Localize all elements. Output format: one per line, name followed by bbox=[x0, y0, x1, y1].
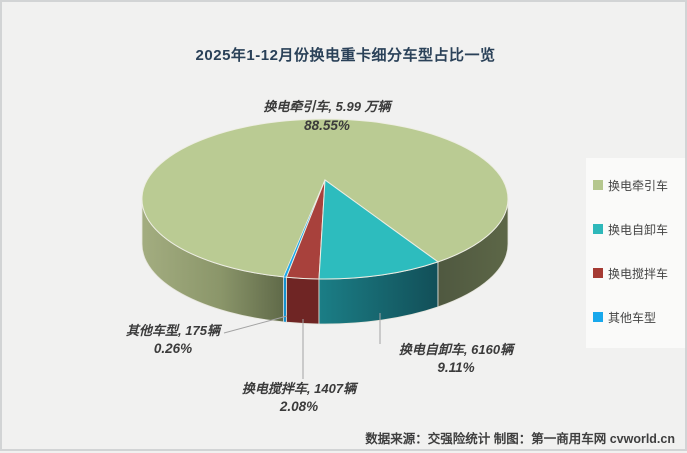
callout-dump-label: 换电自卸车, 6160辆 bbox=[398, 342, 514, 357]
legend-swatch-other bbox=[593, 312, 603, 322]
legend-swatch-tractor bbox=[593, 180, 603, 190]
callout-dump: 换电自卸车, 6160辆 9.11% bbox=[306, 341, 606, 377]
callout-dump-percent: 9.11% bbox=[437, 360, 475, 375]
callout-mixer: 换电搅拌车, 1407辆 2.08% bbox=[149, 380, 449, 416]
legend-swatch-dump bbox=[593, 224, 603, 234]
legend-item-other: 其他车型 bbox=[586, 295, 685, 339]
legend-label-other: 其他车型 bbox=[608, 310, 657, 325]
callout-tractor: 换电牵引车, 5.99 万辆 88.55% bbox=[127, 97, 527, 135]
legend-label-mixer: 换电搅拌车 bbox=[608, 266, 669, 281]
callout-tractor-percent: 88.55% bbox=[304, 118, 350, 133]
callout-tractor-label: 换电牵引车, 5.99 万辆 bbox=[263, 99, 391, 114]
callout-other-label: 其他车型, 175辆 bbox=[126, 323, 220, 338]
leader-line-other bbox=[223, 315, 288, 334]
callout-other: 其他车型, 175辆 0.26% bbox=[48, 322, 298, 358]
slice-side-mixer bbox=[286, 276, 320, 325]
legend-swatch-mixer bbox=[593, 268, 603, 278]
legend-item-dump: 换电自卸车 bbox=[586, 207, 685, 251]
legend-label-dump: 换电自卸车 bbox=[608, 222, 669, 237]
slice-top-dump bbox=[318, 179, 440, 280]
data-source-credit: 数据来源：交强险统计 制图：第一商用车网 cvworld.cn bbox=[365, 432, 675, 446]
slice-side-other bbox=[283, 276, 287, 323]
legend-item-mixer: 换电搅拌车 bbox=[586, 251, 685, 295]
slice-top-tractor bbox=[141, 118, 509, 278]
chart-legend: 换电牵引车 换电自卸车 换电搅拌车 其他车型 bbox=[586, 158, 686, 348]
callout-mixer-percent: 2.08% bbox=[279, 399, 319, 414]
callout-mixer-label: 换电搅拌车, 1407辆 bbox=[241, 381, 357, 396]
legend-label-tractor: 换电牵引车 bbox=[608, 178, 669, 193]
chart-title: 2025年1-12月份换电重卡细分车型占比一览 bbox=[195, 47, 496, 64]
legend-item-tractor: 换电牵引车 bbox=[586, 163, 685, 207]
callout-other-percent: 0.26% bbox=[153, 341, 193, 356]
